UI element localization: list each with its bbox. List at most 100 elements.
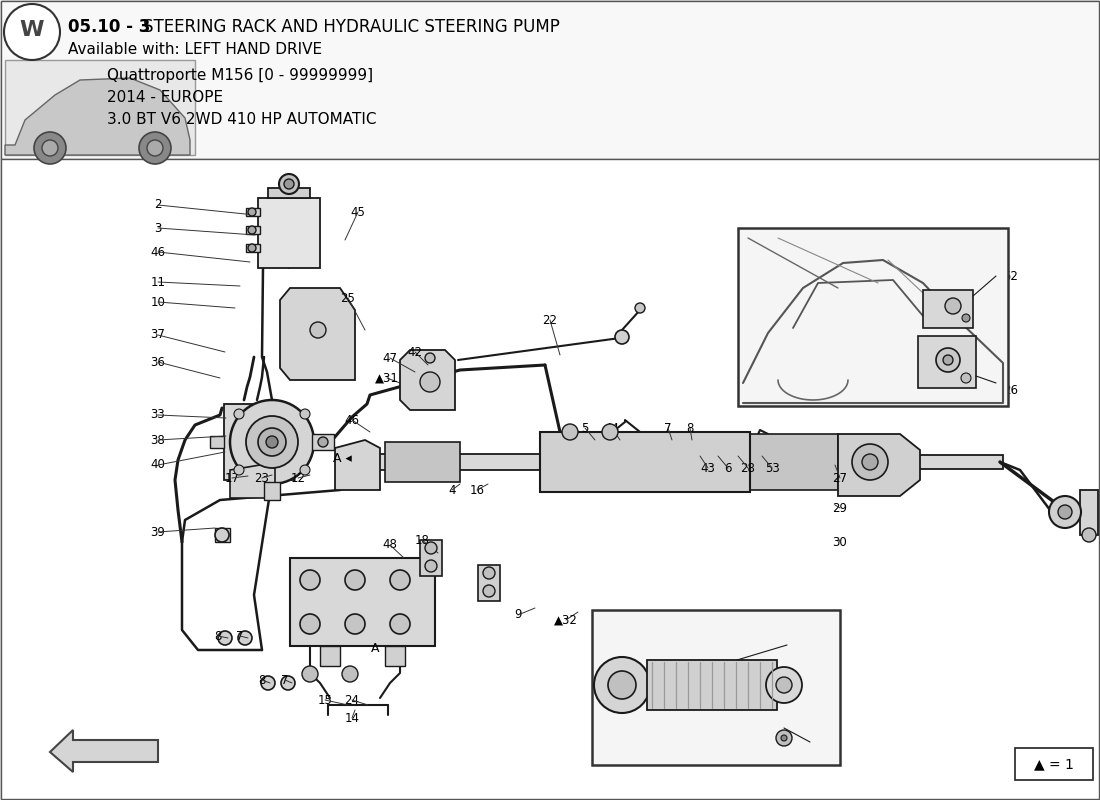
Circle shape xyxy=(300,465,310,475)
Circle shape xyxy=(230,400,313,484)
Circle shape xyxy=(248,226,256,234)
Text: 7: 7 xyxy=(236,630,244,642)
Bar xyxy=(478,565,500,601)
Circle shape xyxy=(300,614,320,634)
Text: ▲ = 1: ▲ = 1 xyxy=(1034,757,1074,771)
Text: ▲31: ▲31 xyxy=(375,371,399,385)
Text: 33: 33 xyxy=(151,409,165,422)
Polygon shape xyxy=(320,646,340,666)
Text: 26: 26 xyxy=(1003,383,1018,397)
Text: 36: 36 xyxy=(151,355,165,369)
Bar xyxy=(258,198,320,268)
Text: 6: 6 xyxy=(724,462,732,474)
Circle shape xyxy=(345,614,365,634)
Text: 10: 10 xyxy=(151,295,165,309)
Text: 05.10 - 3: 05.10 - 3 xyxy=(68,18,156,36)
Polygon shape xyxy=(50,730,158,772)
Text: 25: 25 xyxy=(341,291,355,305)
Text: 42: 42 xyxy=(407,346,422,358)
Circle shape xyxy=(945,298,961,314)
Bar xyxy=(210,436,224,448)
Bar xyxy=(750,434,838,490)
Text: 29: 29 xyxy=(833,502,847,514)
Text: 52: 52 xyxy=(1003,270,1018,282)
Text: 48: 48 xyxy=(383,538,397,551)
Bar xyxy=(370,454,825,470)
Circle shape xyxy=(635,303,645,313)
Text: Available with: LEFT HAND DRIVE: Available with: LEFT HAND DRIVE xyxy=(68,42,322,57)
Circle shape xyxy=(483,585,495,597)
Circle shape xyxy=(300,409,310,419)
Circle shape xyxy=(218,631,232,645)
Text: 30: 30 xyxy=(833,535,847,549)
Circle shape xyxy=(248,208,256,216)
Text: A ◂: A ◂ xyxy=(333,451,352,465)
Circle shape xyxy=(766,667,802,703)
Polygon shape xyxy=(280,288,355,380)
Circle shape xyxy=(284,179,294,189)
Text: 38: 38 xyxy=(151,434,165,446)
Bar xyxy=(647,660,777,710)
Circle shape xyxy=(390,614,410,634)
Circle shape xyxy=(266,436,278,448)
Polygon shape xyxy=(230,465,275,498)
Text: ▲32: ▲32 xyxy=(554,614,578,626)
Text: 3: 3 xyxy=(154,222,162,234)
Text: 8: 8 xyxy=(686,422,694,434)
Text: 18: 18 xyxy=(415,534,429,546)
Bar xyxy=(1,159,1099,799)
Bar xyxy=(420,540,442,576)
Circle shape xyxy=(936,348,960,372)
Text: 47: 47 xyxy=(383,351,397,365)
Text: 43: 43 xyxy=(701,462,715,474)
Circle shape xyxy=(261,676,275,690)
Circle shape xyxy=(483,567,495,579)
Circle shape xyxy=(246,416,298,468)
Circle shape xyxy=(300,570,320,590)
Circle shape xyxy=(420,372,440,392)
Bar xyxy=(214,528,230,542)
Text: 40: 40 xyxy=(151,458,165,471)
Circle shape xyxy=(425,542,437,554)
Bar xyxy=(1,1,1099,159)
Text: 9: 9 xyxy=(515,609,521,622)
Bar xyxy=(246,244,260,252)
Circle shape xyxy=(310,322,326,338)
Text: 39: 39 xyxy=(151,526,165,538)
Bar xyxy=(264,482,280,500)
Circle shape xyxy=(594,657,650,713)
Text: 12: 12 xyxy=(290,471,306,485)
Circle shape xyxy=(862,454,878,470)
Text: 46: 46 xyxy=(151,246,165,258)
Circle shape xyxy=(425,560,437,572)
Bar xyxy=(312,434,334,450)
Text: A: A xyxy=(371,642,380,654)
Circle shape xyxy=(1058,505,1072,519)
Circle shape xyxy=(214,528,229,542)
Circle shape xyxy=(852,444,888,480)
Circle shape xyxy=(4,4,60,60)
Text: 27: 27 xyxy=(833,471,847,485)
Bar xyxy=(6,60,195,155)
Circle shape xyxy=(776,730,792,746)
Circle shape xyxy=(234,409,244,419)
Text: 2: 2 xyxy=(154,198,162,211)
Circle shape xyxy=(34,132,66,164)
Circle shape xyxy=(342,666,358,682)
Bar xyxy=(918,455,1003,469)
Text: 45: 45 xyxy=(351,206,365,218)
Text: 4: 4 xyxy=(449,483,455,497)
Polygon shape xyxy=(336,440,380,490)
Text: 2014 - EUROPE: 2014 - EUROPE xyxy=(68,90,223,105)
Circle shape xyxy=(42,140,58,156)
Circle shape xyxy=(943,355,953,365)
Circle shape xyxy=(302,666,318,682)
Text: 15: 15 xyxy=(318,694,332,706)
Text: 17: 17 xyxy=(224,471,240,485)
Text: 53: 53 xyxy=(764,462,780,474)
Circle shape xyxy=(318,437,328,447)
Circle shape xyxy=(345,570,365,590)
Text: W: W xyxy=(20,20,44,40)
Text: 5: 5 xyxy=(581,422,589,434)
Circle shape xyxy=(1082,528,1096,542)
